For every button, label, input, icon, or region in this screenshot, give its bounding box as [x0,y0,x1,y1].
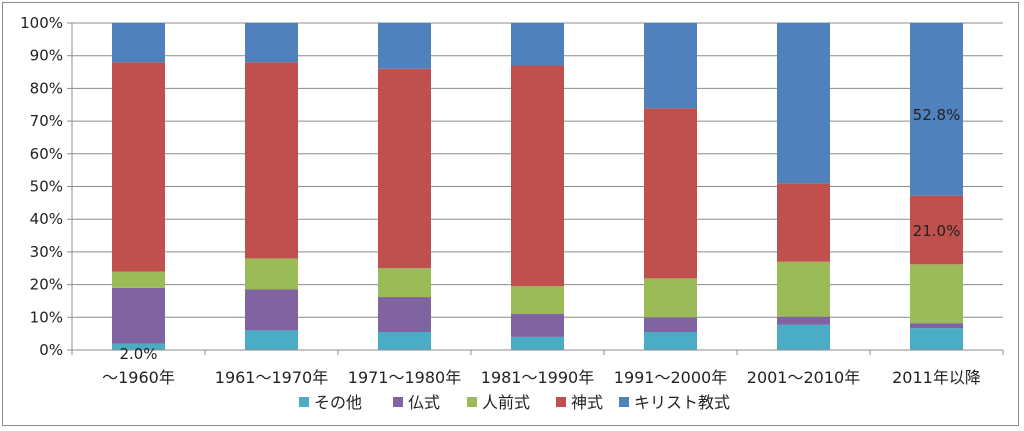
bar-segment [511,313,564,337]
y-tick-label: 80% [30,79,63,97]
bar-segment [777,316,830,325]
y-tick-label: 20% [30,276,63,294]
bar-segment [644,317,697,333]
legend-label: 仏式 [408,393,440,412]
bar-segment [644,23,697,109]
bar-segment [378,332,431,350]
data-label: 2.0% [119,345,157,363]
bar-segment [777,183,830,262]
bar-segment [910,23,963,196]
bar-segment [378,297,431,333]
bar-segment [245,62,298,259]
chart-frame: 0% 10% 20% 30% 40% 50% 60% 70% 80% 90% 100% ～1960年 1… [2,2,1019,426]
legend-swatch [556,397,566,407]
y-tick-label: 30% [30,243,63,261]
bar-segment [511,286,564,314]
y-tick-label: 50% [30,178,63,196]
bar-segment [245,23,298,63]
bar-segment [378,268,431,298]
y-tick-label: 0% [39,341,63,359]
x-tick-label: 1991～2000年 [614,368,727,387]
bar-segment [112,343,165,350]
bar-segment [245,289,298,331]
data-label: 52.8% [913,106,961,124]
legend-swatch [619,397,629,407]
bar-segment [777,23,830,184]
x-tick-label: 2011年以降 [892,368,981,387]
data-label: 21.0% [913,222,961,240]
bar-segment [112,287,165,344]
legend-swatch [467,397,477,407]
x-tick-label: 1971～1980年 [348,368,461,387]
bar-segment [378,68,431,269]
legend-label: その他 [314,393,362,412]
y-tick-label: 100% [20,14,63,32]
bar-segment [112,271,165,288]
bar-segment [644,332,697,350]
bar-segment [910,323,963,329]
bar-segment [511,23,564,66]
axes: 0% 10% 20% 30% 40% 50% 60% 70% 80% 90% 100% ～1960年 1… [20,14,1004,387]
stacked-bar-chart: 0% 10% 20% 30% 40% 50% 60% 70% 80% 90% 100% ～1960年 1… [20,14,1004,412]
bar-segment [378,23,431,69]
legend-label: 人前式 [482,393,530,412]
legend-label: キリスト教式 [634,393,730,412]
legend: その他 仏式 人前式 神式 キリスト教式 [299,393,730,412]
bar-segment [245,258,298,290]
bar-segment [112,62,165,272]
x-tick-label: ～1960年 [102,368,175,387]
x-tick-label: 1961～1970年 [215,368,328,387]
bar-segment [511,336,564,350]
x-tick-label: 1981～1990年 [481,368,594,387]
x-tick-label: 2001～2010年 [747,368,860,387]
y-tick-label: 90% [30,47,63,65]
y-tick-label: 40% [30,210,63,228]
bar-segment [910,195,963,265]
bar-segment [910,328,963,350]
y-tick-label: 70% [30,112,63,130]
y-tick-label: 10% [30,308,63,326]
bar-segment [910,264,963,324]
bar-segment [644,108,697,279]
y-tick-label: 60% [30,145,63,163]
bars [112,23,963,350]
legend-label: 神式 [571,393,603,412]
bar-segment [644,278,697,318]
data-labels: 2.0% 21.0% 52.8% [119,106,960,363]
legend-swatch [393,397,403,407]
bar-segment [112,23,165,63]
legend-swatch [299,397,309,407]
bar-segment [245,330,298,350]
bar-segment [777,324,830,350]
bar-segment [511,65,564,287]
bar-segment [777,261,830,317]
